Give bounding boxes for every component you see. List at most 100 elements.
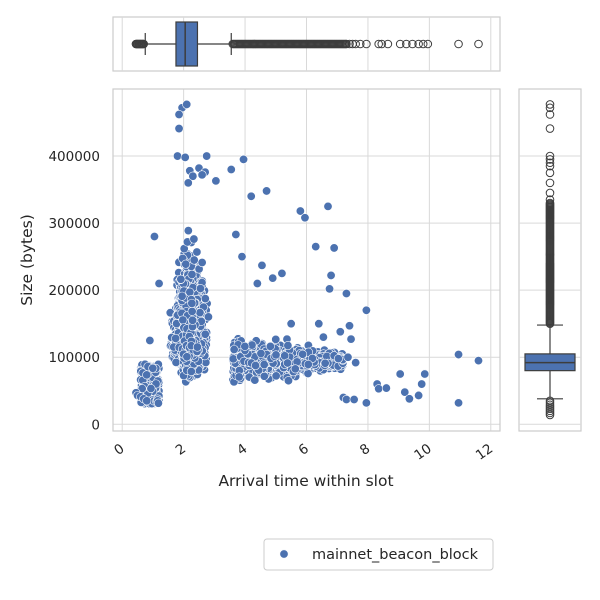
scatter-point bbox=[314, 319, 324, 329]
scatter-point bbox=[298, 349, 308, 359]
scatter-point bbox=[195, 308, 205, 318]
scatter-point bbox=[404, 394, 414, 404]
scatter-point bbox=[323, 201, 333, 211]
scatter-point bbox=[351, 358, 361, 368]
scatter-point bbox=[149, 232, 159, 242]
y-tick-label: 300000 bbox=[48, 216, 100, 232]
scatter-point bbox=[286, 319, 296, 329]
scatter-point bbox=[173, 151, 183, 161]
scatter-point bbox=[318, 332, 328, 342]
scatter-point bbox=[262, 186, 272, 196]
legend-frame bbox=[263, 538, 494, 571]
scatter-point bbox=[183, 226, 193, 236]
scatter-point bbox=[237, 252, 247, 262]
scatter-point bbox=[400, 387, 410, 397]
marginal-y-outlier bbox=[545, 178, 555, 188]
y-tick-label: 100000 bbox=[48, 350, 100, 366]
scatter-point bbox=[211, 176, 221, 186]
scatter-point bbox=[417, 379, 427, 389]
scatter-point bbox=[303, 359, 313, 369]
marginal-x-outlier bbox=[351, 39, 360, 49]
scatter-point bbox=[395, 369, 405, 379]
scatter-point bbox=[341, 394, 351, 404]
scatter-point bbox=[295, 206, 305, 216]
marginal-y-boxplot bbox=[524, 100, 576, 420]
scatter-point bbox=[153, 398, 163, 408]
marginal-y-outlier bbox=[545, 103, 555, 113]
scatter-point bbox=[374, 384, 384, 394]
marginal-x-boxplot bbox=[131, 21, 483, 67]
marginal-x-outlier bbox=[402, 39, 411, 49]
scatter-point bbox=[229, 344, 239, 354]
marginal-x-outlier bbox=[423, 39, 433, 49]
scatter-point bbox=[176, 274, 186, 284]
scatter-point bbox=[252, 278, 262, 288]
scatter-point bbox=[290, 364, 300, 374]
y-axis-label: Size (bytes) bbox=[18, 214, 36, 306]
marginal-x-outlier bbox=[139, 39, 149, 49]
legend-marker bbox=[279, 549, 289, 559]
y-tick-label: 200000 bbox=[48, 283, 100, 299]
scatter-point bbox=[283, 376, 293, 386]
scatter-point bbox=[146, 384, 156, 394]
scatter-point bbox=[189, 234, 199, 244]
legend-label: mainnet_beacon_block bbox=[312, 547, 479, 563]
marginal-x-outlier bbox=[418, 39, 428, 49]
marginal-y-outlier bbox=[545, 398, 555, 408]
marginal-y-outlier bbox=[545, 155, 555, 164]
scatter-point bbox=[251, 361, 261, 371]
scatter-point bbox=[186, 366, 196, 376]
scatter-point bbox=[187, 298, 197, 308]
scatter-point bbox=[234, 372, 244, 382]
marginal-y-outlier bbox=[545, 188, 555, 198]
marginal-x-outlier bbox=[374, 39, 383, 49]
marginal-y-outlier bbox=[545, 168, 555, 178]
scatter-point bbox=[320, 358, 330, 368]
scatter-point bbox=[420, 369, 430, 379]
marginal-x-outlier bbox=[395, 39, 405, 49]
marginal-x-box bbox=[175, 21, 199, 67]
marginal-x-outlier bbox=[362, 39, 371, 49]
scatter-point bbox=[277, 268, 287, 278]
marginal-y-outlier bbox=[545, 100, 555, 109]
scatter-point bbox=[414, 390, 424, 400]
scatter-point bbox=[361, 398, 371, 408]
scatter-point bbox=[283, 341, 293, 351]
scatter-point bbox=[187, 306, 197, 316]
marginal-x-outlier bbox=[474, 39, 483, 49]
scatter-point bbox=[226, 164, 236, 174]
scatter-point bbox=[182, 99, 192, 109]
scatter-point bbox=[271, 334, 281, 344]
scatter-point bbox=[257, 260, 267, 270]
marginal-y-outlier bbox=[545, 110, 555, 119]
scatter-point bbox=[171, 333, 181, 343]
scatter-point bbox=[239, 154, 249, 164]
legend: mainnet_beacon_block bbox=[263, 538, 494, 571]
scatter-point bbox=[171, 357, 181, 367]
scatter-point bbox=[349, 394, 359, 404]
scatter-point bbox=[265, 341, 275, 351]
marginal-y-outlier bbox=[545, 124, 555, 133]
scatter-point bbox=[259, 360, 269, 370]
scatter-point bbox=[341, 289, 351, 299]
scatter-point bbox=[145, 335, 155, 345]
scatter-point bbox=[203, 312, 213, 322]
scatter-point bbox=[271, 350, 281, 360]
scatter-point bbox=[174, 109, 184, 119]
scatter-point bbox=[381, 383, 391, 393]
scatter-point bbox=[181, 259, 191, 269]
marginal-x-outlier bbox=[414, 39, 423, 49]
marginal-x-outlier bbox=[345, 39, 354, 49]
scatter-point bbox=[182, 352, 192, 362]
scatter-point bbox=[177, 291, 187, 301]
y-tick-label: 400000 bbox=[48, 149, 100, 165]
scatter-points bbox=[131, 99, 483, 409]
scatter-point bbox=[195, 284, 205, 294]
scatter-point bbox=[197, 170, 207, 180]
scatter-frame bbox=[112, 88, 501, 432]
marginal-x-outlier bbox=[342, 39, 351, 49]
marginal-x-outlier bbox=[408, 39, 417, 49]
scatter-point bbox=[246, 191, 256, 201]
